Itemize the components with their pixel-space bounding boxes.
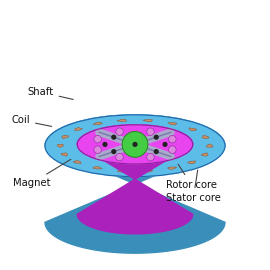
Circle shape — [168, 135, 176, 143]
Polygon shape — [207, 144, 213, 147]
Circle shape — [94, 146, 102, 153]
Ellipse shape — [45, 115, 225, 177]
Polygon shape — [117, 119, 127, 122]
Polygon shape — [189, 128, 197, 131]
Text: Rotor core: Rotor core — [166, 164, 217, 190]
Circle shape — [133, 143, 137, 146]
Polygon shape — [143, 119, 153, 122]
Polygon shape — [61, 153, 68, 156]
Polygon shape — [143, 170, 153, 172]
Circle shape — [133, 153, 137, 157]
Polygon shape — [168, 123, 177, 125]
Circle shape — [116, 128, 123, 136]
Circle shape — [168, 146, 176, 153]
Polygon shape — [45, 115, 225, 253]
Circle shape — [154, 135, 158, 139]
Text: Coil: Coil — [11, 115, 52, 126]
Circle shape — [154, 150, 158, 153]
Polygon shape — [57, 144, 63, 147]
Polygon shape — [62, 135, 69, 139]
Polygon shape — [117, 170, 127, 172]
Circle shape — [122, 131, 148, 157]
Polygon shape — [201, 153, 208, 156]
Circle shape — [116, 153, 123, 161]
Circle shape — [147, 128, 154, 136]
Polygon shape — [202, 135, 209, 139]
Text: Stator core: Stator core — [166, 170, 221, 203]
Text: Shaft: Shaft — [28, 87, 73, 99]
Polygon shape — [73, 161, 81, 164]
Polygon shape — [167, 167, 177, 170]
Polygon shape — [77, 125, 193, 234]
Polygon shape — [93, 167, 102, 169]
Circle shape — [103, 143, 107, 146]
Polygon shape — [188, 161, 195, 164]
Circle shape — [112, 150, 116, 153]
Circle shape — [112, 135, 116, 139]
Circle shape — [147, 153, 154, 161]
Circle shape — [163, 143, 167, 146]
Circle shape — [133, 132, 137, 136]
Polygon shape — [75, 128, 82, 131]
Polygon shape — [93, 122, 103, 124]
Ellipse shape — [77, 125, 193, 164]
Circle shape — [94, 135, 102, 143]
Text: Magnet: Magnet — [13, 159, 71, 188]
